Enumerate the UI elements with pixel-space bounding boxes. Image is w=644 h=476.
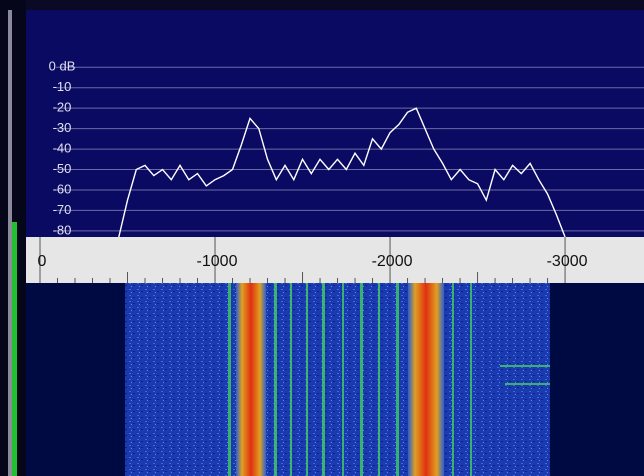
waterfall-signal	[408, 283, 444, 476]
grid: 0 dB -10 -20 -30 -40 -50 -60 -70 -80	[49, 59, 644, 237]
y-tick-label: -50	[53, 161, 72, 176]
y-tick-label: 0 dB	[49, 59, 76, 74]
waterfall-signal	[236, 283, 266, 476]
frequency-ruler	[26, 237, 644, 283]
ruler-ticks: 0 -1000 -2000 -3000	[38, 237, 588, 283]
level-bar-frame	[8, 10, 12, 476]
trace-group	[118, 107, 566, 237]
y-tick-label: -20	[53, 100, 72, 115]
y-tick-label: -40	[53, 141, 72, 156]
x-tick-label: -3000	[547, 253, 588, 270]
y-tick-label: -30	[53, 120, 72, 135]
y-tick-label: -70	[53, 202, 72, 217]
y-tick-label: -10	[53, 79, 72, 94]
x-tick-label: -1000	[197, 253, 238, 270]
y-tick-label: -80	[53, 222, 72, 237]
waterfall-lines	[228, 283, 550, 476]
spectrum-panel	[26, 10, 644, 237]
waterfall-noise	[125, 283, 550, 476]
waterfall	[26, 283, 644, 476]
x-tick-label: -2000	[372, 253, 413, 270]
spectrum-trace	[118, 107, 566, 237]
level-bar	[12, 222, 17, 476]
y-tick-label: -60	[53, 181, 72, 196]
x-tick-label: 0	[38, 253, 47, 270]
